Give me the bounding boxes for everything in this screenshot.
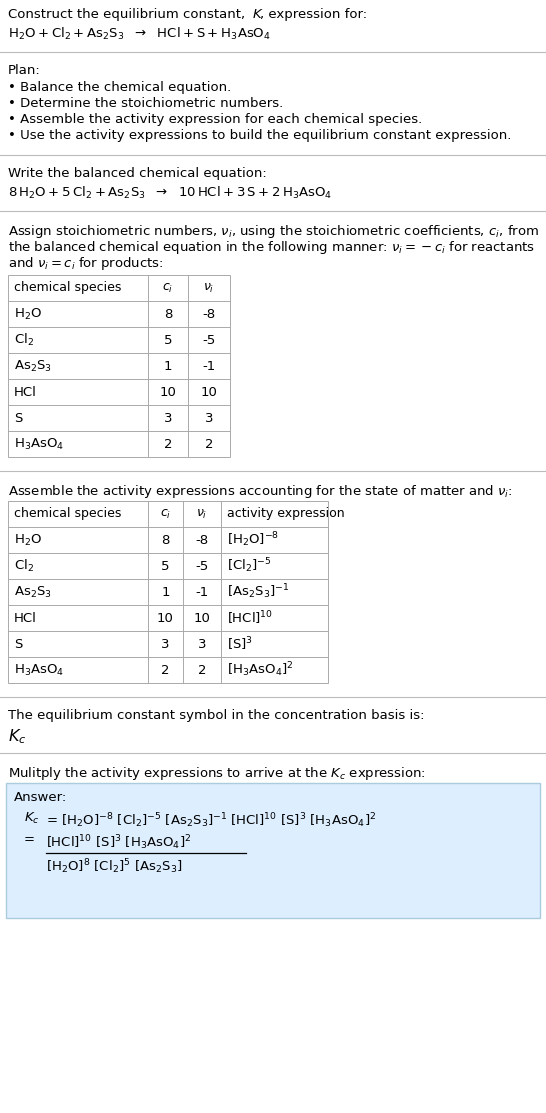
Text: $\mathregular{[Cl_2]^{-5}}$: $\mathregular{[Cl_2]^{-5}}$ [227,556,271,575]
Text: Mulitply the activity expressions to arrive at the $K_c$ expression:: Mulitply the activity expressions to arr… [8,765,426,782]
Text: $\mathregular{As_2S_3}$: $\mathregular{As_2S_3}$ [14,358,52,374]
Text: • Determine the stoichiometric numbers.: • Determine the stoichiometric numbers. [8,97,283,110]
Text: $\nu_i$: $\nu_i$ [203,282,215,295]
Text: $\mathregular{[S]^3}$: $\mathregular{[S]^3}$ [227,636,253,652]
Text: $K_c$: $K_c$ [8,727,26,746]
Text: Construct the equilibrium constant,: Construct the equilibrium constant, [8,8,250,21]
Text: 8: 8 [164,307,172,321]
Text: 3: 3 [205,412,213,424]
Text: 3: 3 [161,638,170,650]
Text: 2: 2 [161,663,170,677]
Text: S: S [14,412,22,424]
Text: 10: 10 [157,611,174,624]
Text: Write the balanced chemical equation:: Write the balanced chemical equation: [8,167,267,180]
Text: $c_i$: $c_i$ [162,282,174,295]
Bar [8,275,230,457]
Text: -1: -1 [203,359,216,373]
Bar [8,501,328,683]
Text: , expression for:: , expression for: [260,8,367,21]
Text: =: = [24,833,35,846]
Text: $\mathregular{Cl_2}$: $\mathregular{Cl_2}$ [14,558,34,574]
Text: $\mathregular{[H_2O]^{-8}}$: $\mathregular{[H_2O]^{-8}}$ [227,531,279,550]
Text: $\mathregular{[H_3AsO_4]^2}$: $\mathregular{[H_3AsO_4]^2}$ [227,661,293,679]
Text: HCl: HCl [14,611,37,624]
Text: $\mathregular{H_3AsO_4}$: $\mathregular{H_3AsO_4}$ [14,436,64,452]
Text: 1: 1 [161,585,170,599]
Text: $\mathregular{H_2O}$: $\mathregular{H_2O}$ [14,532,42,548]
Text: chemical species: chemical species [14,508,121,521]
Text: 8: 8 [161,533,170,546]
Text: $\mathregular{8\,H_2O + 5\,Cl_2 + As_2S_3}$  $\mathregular{\rightarrow}$  $\math: $\mathregular{8\,H_2O + 5\,Cl_2 + As_2S_… [8,185,332,201]
Text: $\nu_i$: $\nu_i$ [197,508,207,521]
Text: -5: -5 [203,334,216,346]
Text: $\mathregular{As_2S_3}$: $\mathregular{As_2S_3}$ [14,584,52,600]
Text: 10: 10 [159,385,176,398]
Text: $\mathregular{Cl_2}$: $\mathregular{Cl_2}$ [14,332,34,348]
Text: S: S [14,638,22,650]
Text: -8: -8 [195,533,209,546]
Text: $\mathregular{[H_2O]^8\ [Cl_2]^5\ [As_2S_3]}$: $\mathregular{[H_2O]^8\ [Cl_2]^5\ [As_2S… [46,857,182,876]
Text: The equilibrium constant symbol in the concentration basis is:: The equilibrium constant symbol in the c… [8,709,424,722]
Text: HCl: HCl [14,385,37,398]
Text: $K$: $K$ [252,8,264,21]
Text: $\mathregular{[HCl]^{10}\ [S]^3\ [H_3AsO_4]^2}$: $\mathregular{[HCl]^{10}\ [S]^3\ [H_3AsO… [46,833,191,851]
Text: $\mathregular{H_2O}$: $\mathregular{H_2O}$ [14,306,42,322]
Text: 2: 2 [164,437,172,451]
Text: Assemble the activity expressions accounting for the state of matter and $\nu_i$: Assemble the activity expressions accoun… [8,483,513,500]
Text: • Use the activity expressions to build the equilibrium constant expression.: • Use the activity expressions to build … [8,129,512,142]
Text: -1: -1 [195,585,209,599]
Text: 10: 10 [194,611,210,624]
Text: • Balance the chemical equation.: • Balance the chemical equation. [8,81,232,93]
Text: -8: -8 [203,307,216,321]
Text: activity expression: activity expression [227,508,345,521]
Text: $\mathregular{H_2O + Cl_2 + As_2S_3}$  $\mathregular{\rightarrow}$  $\mathregula: $\mathregular{H_2O + Cl_2 + As_2S_3}$ $\… [8,26,271,42]
Text: 1: 1 [164,359,172,373]
Text: -5: -5 [195,560,209,572]
Text: $c_i$: $c_i$ [160,508,171,521]
Text: Assign stoichiometric numbers, $\nu_i$, using the stoichiometric coefficients, $: Assign stoichiometric numbers, $\nu_i$, … [8,223,539,240]
Text: Answer:: Answer: [14,791,67,804]
Text: chemical species: chemical species [14,282,121,295]
Text: 3: 3 [198,638,206,650]
Text: $\mathregular{H_3AsO_4}$: $\mathregular{H_3AsO_4}$ [14,662,64,678]
Text: 5: 5 [164,334,172,346]
Text: $\mathregular{[As_2S_3]^{-1}}$: $\mathregular{[As_2S_3]^{-1}}$ [227,582,289,601]
Text: 10: 10 [200,385,217,398]
Text: Plan:: Plan: [8,65,41,77]
Bar [6,784,540,918]
Text: 2: 2 [198,663,206,677]
Text: $\mathregular{[HCl]^{10}}$: $\mathregular{[HCl]^{10}}$ [227,609,273,627]
Text: = $\mathregular{[H_2O]^{-8}\ [Cl_2]^{-5}\ [As_2S_3]^{-1}\ [HCl]^{10}\ [S]^3\ [H_: = $\mathregular{[H_2O]^{-8}\ [Cl_2]^{-5}… [46,811,376,829]
Text: the balanced chemical equation in the following manner: $\nu_i = -c_i$ for react: the balanced chemical equation in the fo… [8,239,535,256]
Text: and $\nu_i = c_i$ for products:: and $\nu_i = c_i$ for products: [8,255,164,272]
Text: 3: 3 [164,412,172,424]
Text: 5: 5 [161,560,170,572]
Text: • Assemble the activity expression for each chemical species.: • Assemble the activity expression for e… [8,114,422,126]
Text: 2: 2 [205,437,213,451]
Text: $K_c$: $K_c$ [24,811,40,826]
